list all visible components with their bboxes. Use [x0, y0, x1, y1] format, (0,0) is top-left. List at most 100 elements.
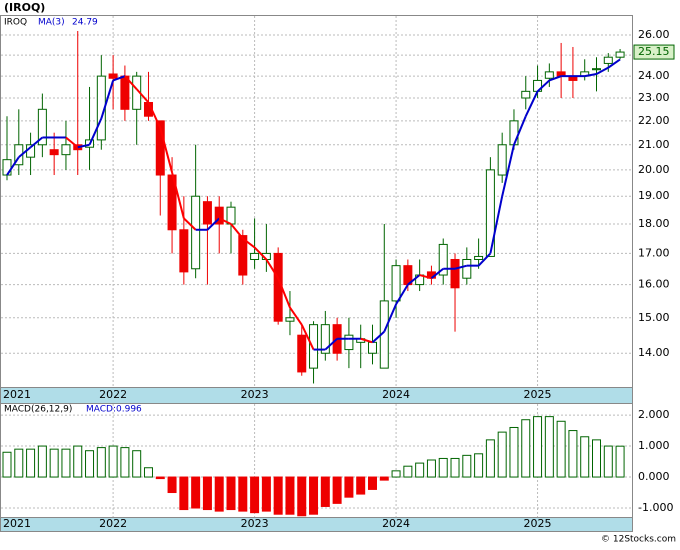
ma-line	[206, 217, 220, 231]
ma-line	[6, 156, 20, 176]
candle-body	[544, 71, 554, 79]
macd-bar	[297, 476, 307, 517]
ma-line	[300, 324, 315, 351]
macd-bar	[521, 419, 531, 478]
candle-body	[344, 334, 354, 351]
y-tick-label: 26.00	[638, 28, 670, 41]
candle-body	[438, 243, 448, 276]
ma-line	[324, 338, 338, 351]
footer: © 12Stocks.com	[601, 535, 676, 545]
macd-bar	[509, 426, 519, 478]
x-tick-label: 2023	[241, 517, 269, 530]
ma-line	[183, 217, 197, 231]
candle-body	[214, 206, 224, 225]
ma-line	[584, 73, 597, 78]
ma-line	[536, 79, 551, 93]
candle-body	[450, 258, 460, 289]
macd-bar	[132, 450, 142, 478]
ma-line	[112, 75, 126, 82]
y-tick-label: 19.00	[638, 189, 670, 202]
candle-body	[309, 324, 319, 369]
candle-body	[238, 235, 248, 276]
x-tick-label: 2024	[382, 388, 410, 401]
macd-bar	[96, 447, 106, 478]
candle-body	[521, 90, 531, 99]
y-tick-label: 2.000	[638, 408, 670, 421]
ma-line	[230, 223, 244, 240]
macd-bar	[26, 448, 36, 478]
x-tick-label: 2022	[99, 388, 127, 401]
macd-bar	[485, 439, 495, 478]
ma-line	[607, 58, 621, 69]
y-tick-label: 18.00	[638, 217, 670, 230]
ma-line	[383, 303, 397, 333]
macd-bar	[391, 470, 401, 478]
y-tick-label: 20.00	[638, 163, 670, 176]
ma-line	[407, 274, 421, 286]
candle-body	[202, 201, 212, 225]
ma-line	[159, 127, 174, 173]
macd-bar	[273, 476, 283, 515]
macd-bar	[285, 476, 295, 515]
ma-line	[88, 118, 103, 146]
ma-line	[513, 115, 527, 146]
y-tick-label: 21.00	[638, 138, 670, 151]
ma-line	[548, 75, 562, 82]
candle-body	[462, 258, 472, 279]
candle-body	[250, 252, 260, 260]
macd-bar	[167, 476, 177, 494]
macd-bar	[426, 459, 436, 478]
macd-bar	[556, 420, 566, 478]
macd-bar	[73, 445, 83, 478]
macd-bar	[238, 476, 248, 512]
x-tick-label: 2023	[241, 388, 269, 401]
macd-bar	[592, 439, 601, 478]
ma-legend-value: 24.79	[72, 18, 98, 28]
symbol-label: IROQ	[4, 18, 27, 28]
macd-bar	[615, 445, 625, 478]
macd-bar	[497, 431, 507, 478]
candle-body	[485, 169, 495, 257]
ma-line	[489, 196, 504, 254]
macd-bar	[191, 476, 201, 509]
macd-bar	[320, 476, 330, 507]
macd-bar	[332, 476, 342, 504]
x-tick-label: 2022	[99, 517, 127, 530]
macd-bar	[309, 476, 319, 515]
y-tick-label: 0.000	[638, 470, 670, 483]
macd-bar	[143, 467, 153, 478]
macd-bar	[474, 453, 484, 478]
ma-line	[65, 136, 79, 149]
ma-line	[371, 330, 385, 344]
y-tick-label: 16.00	[638, 278, 670, 291]
y-tick-label: 1.000	[638, 439, 670, 452]
ma-line	[100, 80, 115, 119]
macd-bar	[120, 447, 130, 478]
ma-line	[277, 277, 291, 308]
candle-body	[179, 229, 189, 273]
macd-bar	[179, 476, 189, 511]
macd-bar	[580, 436, 590, 478]
y-tick-label: 22.00	[638, 114, 670, 127]
ma-line	[395, 284, 409, 305]
macd-bar	[367, 476, 377, 490]
candle-body	[191, 195, 201, 270]
ma-line	[135, 88, 150, 104]
ma-line	[289, 307, 303, 326]
ma-line	[218, 217, 232, 225]
x-tick-label: 2021	[3, 388, 31, 401]
x-tick-label: 2021	[3, 517, 31, 530]
macd-bar	[379, 476, 389, 481]
ma-line	[265, 258, 280, 279]
ma-line	[171, 172, 185, 219]
ma-line	[18, 146, 32, 158]
candle-body	[37, 108, 47, 146]
macd-bar	[226, 476, 236, 511]
y-tick-label: 17.00	[638, 246, 670, 259]
macd-bar	[2, 451, 12, 478]
ma-line	[596, 66, 609, 75]
candle-body	[391, 265, 401, 302]
date-strip	[0, 517, 633, 532]
last-price-box	[633, 44, 675, 60]
